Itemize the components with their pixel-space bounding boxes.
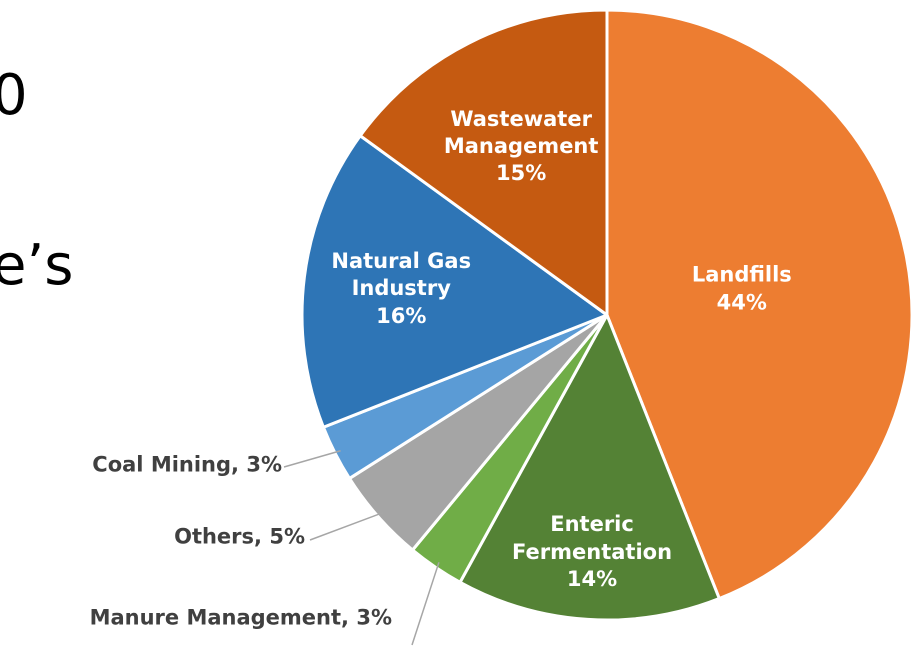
label-value: 3%: [356, 605, 392, 630]
leader-line: [283, 450, 341, 468]
pie-slice: [605, 8, 914, 601]
leader-line: [309, 512, 383, 541]
label-value: 16%: [376, 303, 427, 328]
data-label: Natural Gas Industry 16%: [316, 248, 486, 330]
data-label: Wastewater Management 15%: [436, 106, 606, 188]
pie-slice: [300, 134, 609, 429]
label-value: 14%: [566, 567, 618, 592]
data-label: Others5%: [174, 523, 305, 550]
label-name: Others: [174, 524, 269, 548]
slide-text-fragment: e’s: [0, 233, 74, 298]
slide-text-fragment: 0: [0, 63, 28, 128]
label-name: Landfills: [691, 262, 792, 287]
data-label: Coal Mining3%: [92, 451, 282, 478]
label-value: 44%: [716, 290, 767, 315]
data-label: Enteric Fermentation 14%: [507, 511, 677, 593]
label-name: Manure Management: [90, 605, 357, 629]
data-label: Manure Management3%: [90, 604, 392, 631]
leader-line: [411, 562, 440, 646]
label-value: 15%: [496, 161, 547, 186]
label-name: Wastewater Management: [443, 106, 599, 158]
pie-slice: [458, 313, 721, 622]
label-value: 5%: [269, 524, 305, 549]
label-name: Natural Gas Industry: [331, 249, 472, 301]
label-value: 3%: [246, 452, 282, 477]
pie-slice: [358, 8, 609, 317]
label-name: Coal Mining: [92, 452, 246, 476]
label-name: Enteric Fermentation: [512, 512, 673, 564]
data-label: Landfills 44%: [682, 262, 802, 317]
